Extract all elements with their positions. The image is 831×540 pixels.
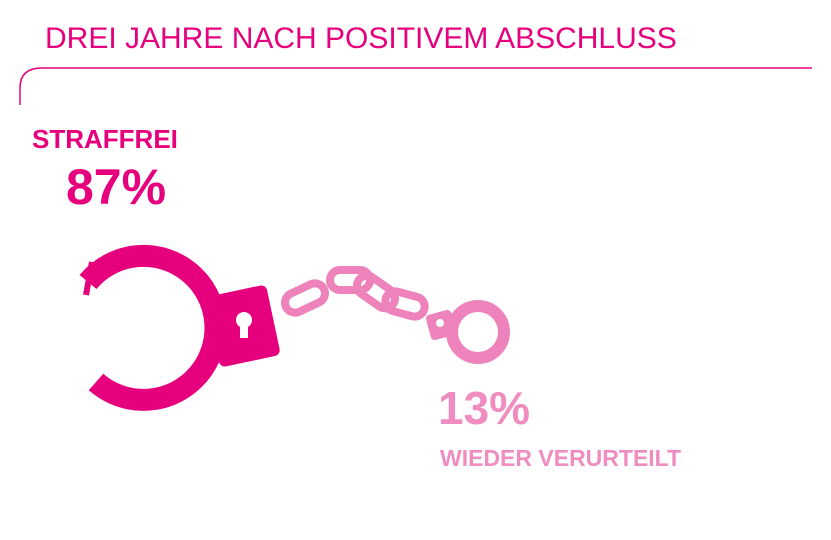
- big-cuff: [79, 244, 280, 411]
- frame-line: [19, 67, 812, 105]
- value-convicted: 13%: [438, 382, 530, 434]
- value-free: 87%: [66, 159, 166, 215]
- label-free: STRAFFREI: [32, 124, 178, 154]
- chain: [281, 266, 429, 321]
- title: DREI JAHRE NACH POSITIVEM ABSCHLUSS: [45, 22, 677, 55]
- small-cuff: [425, 300, 510, 364]
- label-convicted: WIEDER VERURTEILT: [440, 445, 681, 471]
